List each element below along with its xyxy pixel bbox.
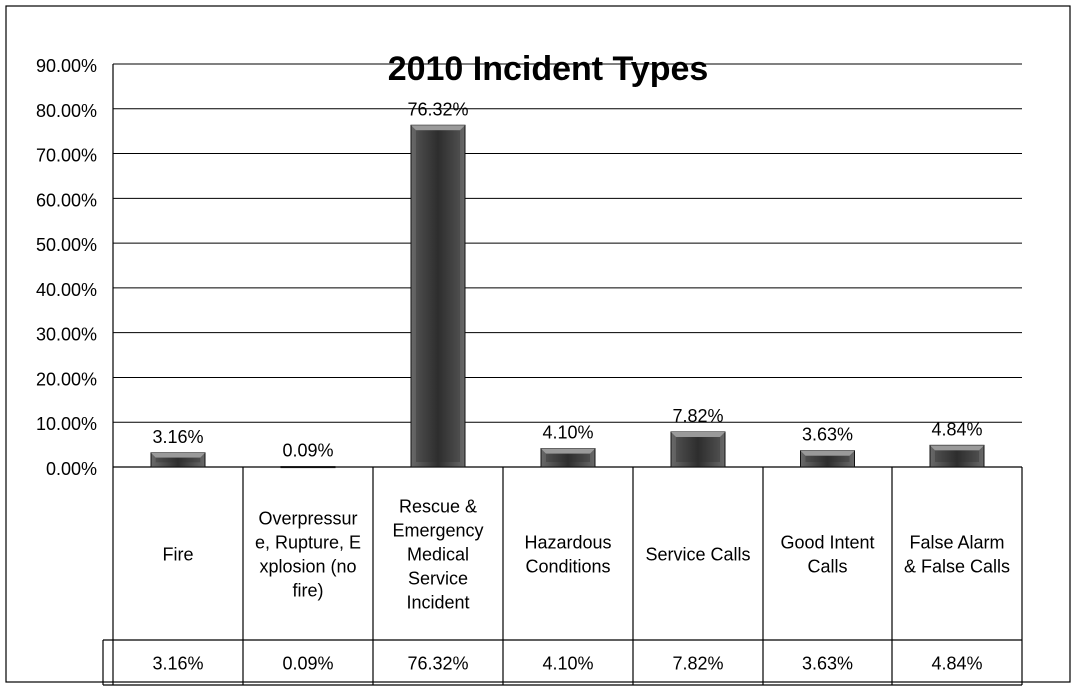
category-label: xplosion (no [259,557,356,577]
y-tick-label: 70.00% [36,146,97,166]
y-tick-label: 40.00% [36,280,97,300]
category-label: Medical [407,545,469,565]
bar-face [546,453,590,462]
category-label: & False Calls [904,557,1010,577]
table-value-cell: 0.09% [282,654,333,674]
data-label: 3.16% [152,427,203,447]
bar-bevel [541,448,595,454]
y-tick-label: 10.00% [36,414,97,434]
category-label: Overpressur [258,509,357,529]
data-label: 3.63% [802,425,853,445]
bar [670,431,726,468]
y-tick-label: 80.00% [36,101,97,121]
bar-face [935,450,979,462]
data-label: 4.10% [542,423,593,443]
category-label: Service Calls [645,545,750,565]
chart-frame [5,5,1071,683]
table-value-cell: 76.32% [407,654,468,674]
category-label: fire) [293,581,324,601]
bar [280,466,336,469]
table-value-cell: 4.10% [542,654,593,674]
bar-bevel [671,431,725,437]
y-tick-label: 90.00% [36,56,97,76]
bar-face [676,436,720,462]
y-tick-label: 20.00% [36,369,97,389]
bar-face [155,457,201,463]
chart-title: 2010 Incident Types [388,50,709,88]
table-value-cell: 7.82% [672,654,723,674]
data-label: 0.09% [282,441,333,461]
bar-bevel [800,450,855,456]
category-label: Incident [406,593,469,613]
bar-face [805,455,850,462]
table-value-cell: 3.63% [802,654,853,674]
table-value-cell: 3.16% [152,654,203,674]
category-label: Good Intent [780,533,874,553]
category-label: False Alarm [909,533,1004,553]
y-tick-label: 50.00% [36,235,97,255]
table-value-cell: 4.84% [931,654,982,674]
data-label: 7.82% [672,406,723,426]
category-label: Service [408,569,468,589]
category-label: Calls [807,557,847,577]
data-label: 4.84% [931,419,982,439]
category-label: e, Rupture, E [255,533,361,553]
bar-bevel [411,125,465,131]
bar-bevel [151,452,205,458]
category-label: Conditions [525,557,610,577]
category-label: Emergency [392,521,483,541]
y-tick-label: 0.00% [46,459,97,479]
bar [410,124,466,468]
bar-face [416,130,460,463]
bar-bevel [930,445,984,451]
y-tick-label: 60.00% [36,190,97,210]
category-label: Fire [163,545,194,565]
category-label: Hazardous [524,533,611,553]
data-label: 76.32% [407,99,468,119]
y-tick-label: 30.00% [36,325,97,345]
category-label: Rescue & [399,497,477,517]
